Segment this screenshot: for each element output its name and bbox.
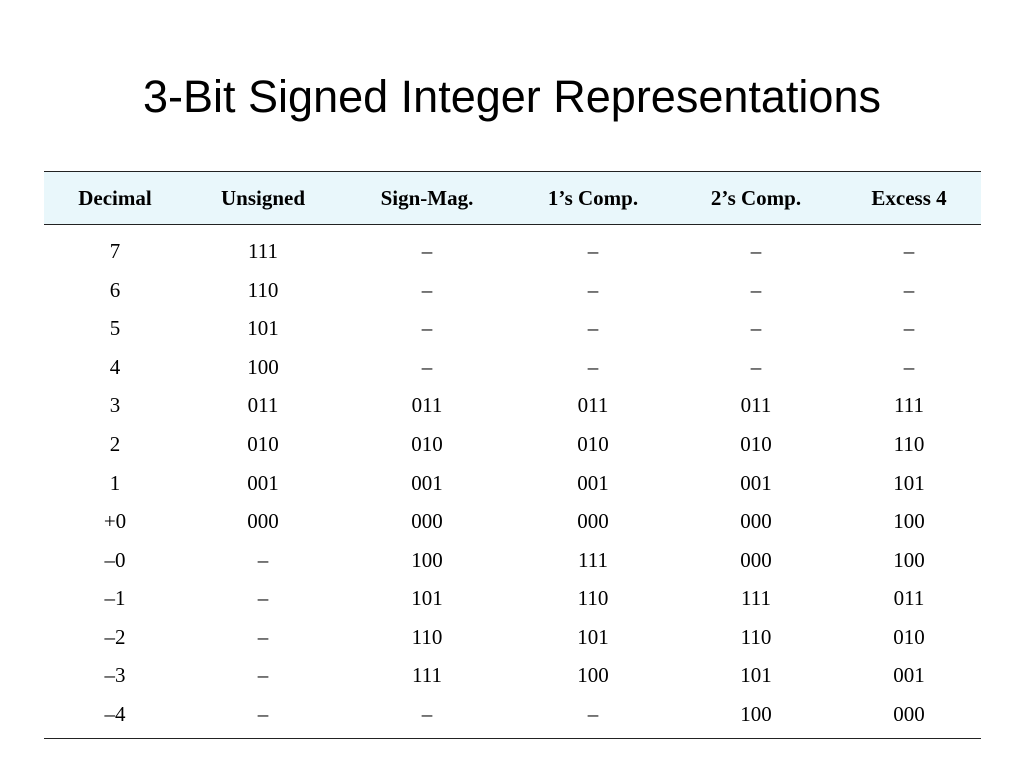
table-cell: 100 [247, 354, 279, 379]
table-cell: – [257, 624, 269, 649]
table-cell: – [750, 277, 762, 302]
table-cell: +0 [103, 509, 127, 534]
slide-title: 3-Bit Signed Integer Representations [143, 71, 881, 122]
table-cell: – [421, 702, 433, 726]
table-cell: – [587, 239, 599, 263]
table-cell: 3 [109, 393, 121, 418]
table-cell: 111 [248, 239, 278, 263]
table-cell: 000 [740, 509, 772, 534]
table-cell: 101 [247, 316, 279, 341]
table-cell: 111 [412, 663, 442, 688]
table-cell: 101 [893, 470, 925, 495]
table-cell: 2 [109, 431, 121, 456]
table-cell: 100 [740, 702, 772, 726]
table-cell: 001 [577, 470, 609, 495]
table-cell: 000 [893, 702, 925, 726]
table-cell: 010 [411, 431, 443, 456]
table-cell: 011 [740, 393, 772, 418]
table-cell: 110 [893, 431, 925, 456]
table-cell: 100 [893, 509, 925, 534]
table-cell: 001 [893, 663, 925, 688]
table-cell: 000 [411, 509, 443, 534]
table-cell: 010 [577, 431, 609, 456]
table-cell: 000 [247, 509, 279, 534]
table-cell: – [587, 277, 599, 302]
table-bottom-rule [44, 738, 981, 739]
table-cell: 101 [740, 663, 772, 688]
table-cell: 001 [411, 470, 443, 495]
table-cell: 111 [894, 393, 924, 418]
table-cell: – [903, 239, 915, 263]
table-cell: 010 [247, 431, 279, 456]
table-cell: 101 [411, 586, 443, 611]
table-cell: 000 [577, 509, 609, 534]
table-cell: 100 [411, 547, 443, 572]
table-cell: 011 [247, 393, 279, 418]
table-cell: – [257, 663, 269, 688]
table-cell: – [587, 702, 599, 726]
table-cell: 011 [893, 586, 925, 611]
column-header: Sign-Mag. [380, 186, 474, 210]
table-cell: 1 [109, 470, 121, 495]
table-cell: 010 [740, 431, 772, 456]
table-cell: 5 [109, 316, 121, 341]
table-cell: 001 [740, 470, 772, 495]
table-cell: – [587, 316, 599, 341]
table-cell: 011 [411, 393, 443, 418]
table-cell: – [421, 277, 433, 302]
column-header: Excess 4 [871, 186, 947, 210]
table-cell: – [257, 586, 269, 611]
column-header: 1’s Comp. [547, 186, 639, 210]
table-cell: 001 [247, 470, 279, 495]
table-header-band [44, 171, 981, 225]
table-cell: –3 [104, 663, 126, 688]
table-cell: – [257, 547, 269, 572]
table-cell: 110 [247, 277, 279, 302]
column-header: Decimal [78, 186, 152, 210]
table-cell: 4 [109, 354, 121, 379]
table-cell: 100 [577, 663, 609, 688]
column-header: Unsigned [220, 186, 306, 210]
table-cell: – [750, 239, 762, 263]
table-cell: – [587, 354, 599, 379]
table-cell: – [750, 354, 762, 379]
table-cell: – [421, 316, 433, 341]
table-cell: 101 [577, 624, 609, 649]
table-cell: 111 [741, 586, 771, 611]
table-cell: 011 [577, 393, 609, 418]
table-cell: 111 [578, 547, 608, 572]
table-cell: 000 [740, 547, 772, 572]
table-cell: – [903, 316, 915, 341]
table-cell: – [421, 239, 433, 263]
table-cell: –2 [104, 624, 126, 649]
table-cell: –0 [104, 547, 126, 572]
table-cell: –1 [104, 586, 126, 611]
table-cell: 110 [740, 624, 772, 649]
table-cell: – [903, 354, 915, 379]
table-cell: – [750, 316, 762, 341]
table-cell: 6 [109, 277, 121, 302]
table-cell: – [421, 354, 433, 379]
column-header: 2’s Comp. [710, 186, 802, 210]
table-cell: 100 [893, 547, 925, 572]
table-cell: –4 [104, 702, 126, 726]
table-cell: – [903, 277, 915, 302]
table-cell: 110 [577, 586, 609, 611]
table-cell: 110 [411, 624, 443, 649]
table-cell: 7 [109, 239, 121, 263]
table-cell: – [257, 702, 269, 726]
table-cell: 010 [893, 624, 925, 649]
